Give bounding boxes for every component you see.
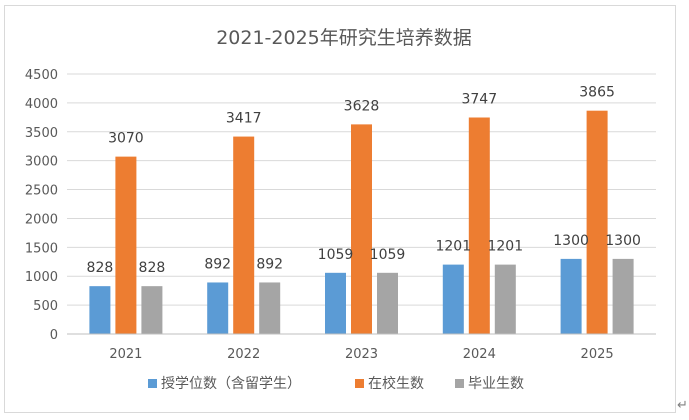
bar (377, 272, 398, 334)
y-axis-ticks: 0 500 1000 1500 2000 2500 3000 3500 4000 4500 (25, 68, 58, 343)
data-label: 892 (204, 256, 231, 272)
legend-label: 在校生数 (368, 375, 424, 392)
legend-label: 毕业生数 (468, 376, 524, 392)
y-tick-label: 3000 (25, 155, 58, 170)
bar (586, 110, 608, 334)
x-tick-label: 2025 (581, 347, 614, 362)
data-label: 828 (87, 260, 114, 276)
y-tick-label: 3500 (25, 126, 58, 141)
data-label: 3747 (461, 92, 497, 108)
bar (89, 286, 111, 334)
legend-label: 授学位数（含留学生） (161, 376, 301, 392)
bar (141, 286, 163, 334)
data-label: 3070 (108, 131, 144, 147)
data-labels: 828 3070 828 892 3417 892 1059 3628 1059 1201 3747… (87, 85, 641, 276)
legend-swatch (355, 379, 364, 388)
data-label: 1300 (605, 233, 641, 249)
data-label: 1059 (370, 247, 406, 263)
y-tick-label: 4000 (25, 97, 58, 112)
bars (89, 110, 634, 334)
bar (259, 282, 281, 334)
chart-title: 2021-2025年研究生培养数据 (216, 27, 472, 49)
bar (351, 124, 372, 334)
data-label: 3628 (344, 98, 380, 114)
bar (233, 136, 255, 334)
data-label: 1300 (553, 233, 589, 249)
x-axis-ticks: 2021 2022 2023 2024 2025 (67, 333, 656, 362)
x-tick-label: 2024 (463, 347, 496, 362)
data-label: 1201 (435, 239, 471, 255)
x-tick-label: 2023 (345, 347, 378, 362)
y-tick-label: 0 (50, 328, 58, 343)
bar (115, 156, 137, 334)
y-tick-label: 1500 (25, 241, 58, 256)
data-label: 892 (256, 256, 283, 272)
x-tick-label: 2021 (109, 347, 142, 362)
bar (442, 264, 464, 334)
legend-swatch (455, 379, 464, 388)
y-tick-label: 2500 (25, 184, 58, 199)
y-tick-label: 2000 (25, 212, 58, 227)
data-label: 1059 (318, 247, 354, 263)
data-label: 3417 (226, 111, 262, 127)
y-tick-label: 500 (33, 299, 58, 314)
y-tick-label: 4500 (25, 68, 58, 83)
data-label: 3865 (579, 85, 615, 101)
data-label: 1201 (487, 239, 523, 255)
bar (468, 117, 490, 334)
x-tick-label: 2022 (227, 347, 260, 362)
bar (612, 258, 634, 334)
legend: 授学位数（含留学生） 在校生数 毕业生数 (148, 375, 524, 392)
bar (560, 258, 582, 334)
bar (494, 264, 516, 334)
data-label: 828 (139, 260, 166, 276)
paragraph-return-mark: ↵ (677, 398, 688, 413)
bar (325, 272, 346, 334)
bar (207, 282, 229, 334)
y-tick-label: 1000 (25, 270, 58, 285)
legend-swatch (148, 379, 157, 388)
